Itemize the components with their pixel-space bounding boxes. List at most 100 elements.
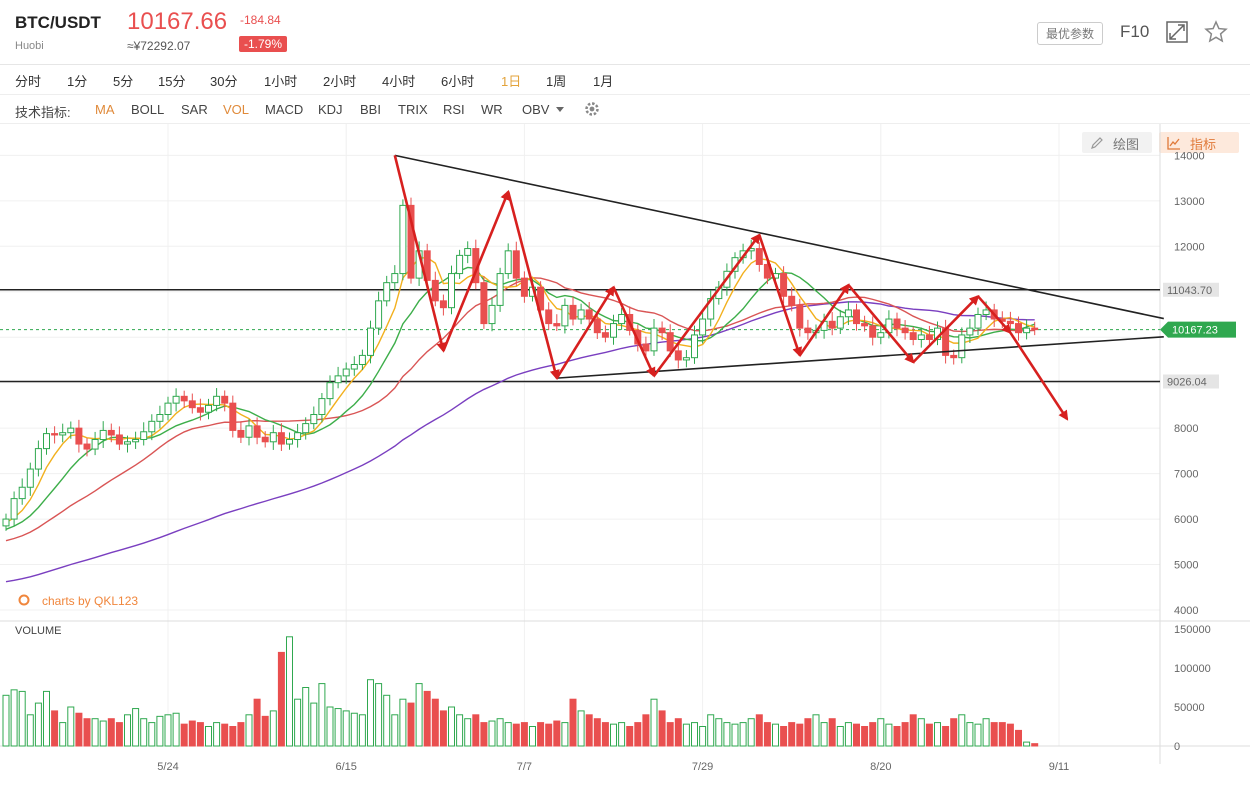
price-chart[interactable]: 11043.70 9026.04 10167.23 4000 5000 6000 7000… [0, 124, 1250, 790]
trendline [556, 335, 1164, 379]
volume-bar [407, 702, 415, 747]
ind-trix[interactable]: TRIX [398, 102, 428, 117]
volume-bar [1006, 723, 1014, 747]
volume-bar [925, 723, 933, 747]
volume-bar [723, 722, 731, 747]
best-params-button[interactable]: 最优参数 [1037, 22, 1104, 45]
ma20-line [5, 277, 1035, 542]
tf-6h[interactable]: 6小时 [441, 74, 475, 89]
candle-body [51, 433, 59, 436]
candle-body [974, 313, 982, 329]
candle-body [310, 414, 318, 425]
tf-2h[interactable]: 2小时 [323, 74, 357, 89]
candle-body [34, 448, 42, 470]
volume-bar [529, 726, 536, 747]
tf-1mo[interactable]: 1月 [593, 74, 614, 89]
volume-bar [213, 722, 221, 747]
ind-rsi[interactable]: RSI [443, 102, 465, 117]
cny-price: ≈¥72292.07 [127, 39, 191, 53]
candle-body [966, 327, 974, 336]
tf-intraday[interactable]: 分时 [15, 74, 42, 89]
candle-body [861, 323, 869, 327]
tf-1h[interactable]: 1小时 [264, 74, 298, 89]
candle-body [1015, 323, 1022, 334]
candle-body [172, 395, 180, 404]
zigzag-arrow [1009, 331, 1069, 421]
ind-sar[interactable]: SAR [181, 102, 208, 117]
indicator-button[interactable]: 指标 [1159, 132, 1239, 153]
star-icon[interactable] [1204, 20, 1228, 44]
volume-bar [188, 720, 196, 747]
volume-bar [658, 710, 666, 747]
candle-body [399, 204, 407, 275]
date-tick: 7/29 [692, 761, 713, 773]
tf-5m[interactable]: 5分 [113, 74, 134, 89]
volume-bar [496, 718, 504, 747]
volume-tick: 0 [1174, 741, 1180, 753]
volume-bar [520, 722, 528, 747]
zigzag-arrow [847, 284, 915, 364]
candle-body [26, 468, 34, 488]
candle-body [642, 343, 650, 352]
price-tick: 7000 [1174, 469, 1198, 481]
tf-1d[interactable]: 1日 [501, 74, 522, 89]
chevron-down-icon[interactable] [555, 106, 565, 114]
volume-bar [869, 722, 877, 747]
volume-bar [877, 718, 885, 747]
draw-button[interactable]: 绘图 [1082, 132, 1152, 153]
candle-body [836, 316, 844, 329]
ind-obv[interactable]: OBV [522, 102, 550, 117]
volume-bar [18, 690, 26, 747]
tf-1w[interactable]: 1周 [546, 74, 567, 89]
volume-bar [383, 694, 391, 747]
volume-bar [699, 726, 707, 747]
volume-bar [245, 714, 253, 747]
volume-bar [731, 723, 739, 747]
volume-bar [747, 718, 755, 747]
volume-bar [780, 726, 788, 747]
candle-body [59, 432, 67, 436]
zigzag-arrow [977, 295, 1012, 335]
volume-bar [83, 718, 91, 747]
zigzag-arrow [442, 189, 510, 352]
volume-bar [196, 722, 204, 747]
ind-boll[interactable]: BOLL [131, 102, 165, 117]
price-tick: 4000 [1174, 605, 1198, 617]
candle-body [205, 404, 212, 413]
volume-bar [934, 722, 941, 747]
volume-bar [804, 718, 812, 747]
ind-vol[interactable]: VOL [223, 102, 250, 117]
candle-body [496, 273, 504, 306]
candle-body [350, 363, 358, 370]
candle-body [634, 329, 642, 345]
tf-1m[interactable]: 1分 [67, 74, 88, 89]
candle-body [804, 327, 812, 334]
volume-bar [982, 718, 990, 747]
tf-30m[interactable]: 30分 [210, 74, 238, 89]
candle-body [91, 439, 99, 450]
tf-4h[interactable]: 4小时 [382, 74, 416, 89]
candle-body [439, 300, 447, 309]
volume-bar [34, 702, 42, 747]
tf-15m[interactable]: 15分 [158, 74, 186, 89]
volume-bar [488, 720, 496, 747]
ind-bbi[interactable]: BBI [360, 102, 381, 117]
volume-bar [205, 726, 212, 747]
ind-ma[interactable]: MA [95, 102, 115, 117]
candle-body [83, 443, 91, 450]
volume-bar [99, 720, 107, 747]
volume-bar [893, 726, 901, 747]
candle-body [828, 320, 836, 329]
fullscreen-icon[interactable] [1165, 20, 1189, 44]
date-axis: 5/24 6/15 7/7 7/29 8/20 9/11 [157, 761, 1069, 773]
ind-kdj[interactable]: KDJ [318, 102, 343, 117]
volume-bar [350, 712, 358, 747]
ind-macd[interactable]: MACD [265, 102, 304, 117]
indicator-label: 指标 [1190, 137, 1217, 152]
gear-icon[interactable] [583, 100, 601, 118]
f10-button[interactable]: F10 [1120, 22, 1150, 41]
volume-bar [59, 722, 67, 747]
volume-bar [91, 718, 99, 747]
volume-bar [901, 722, 909, 747]
ind-wr[interactable]: WR [481, 102, 503, 117]
